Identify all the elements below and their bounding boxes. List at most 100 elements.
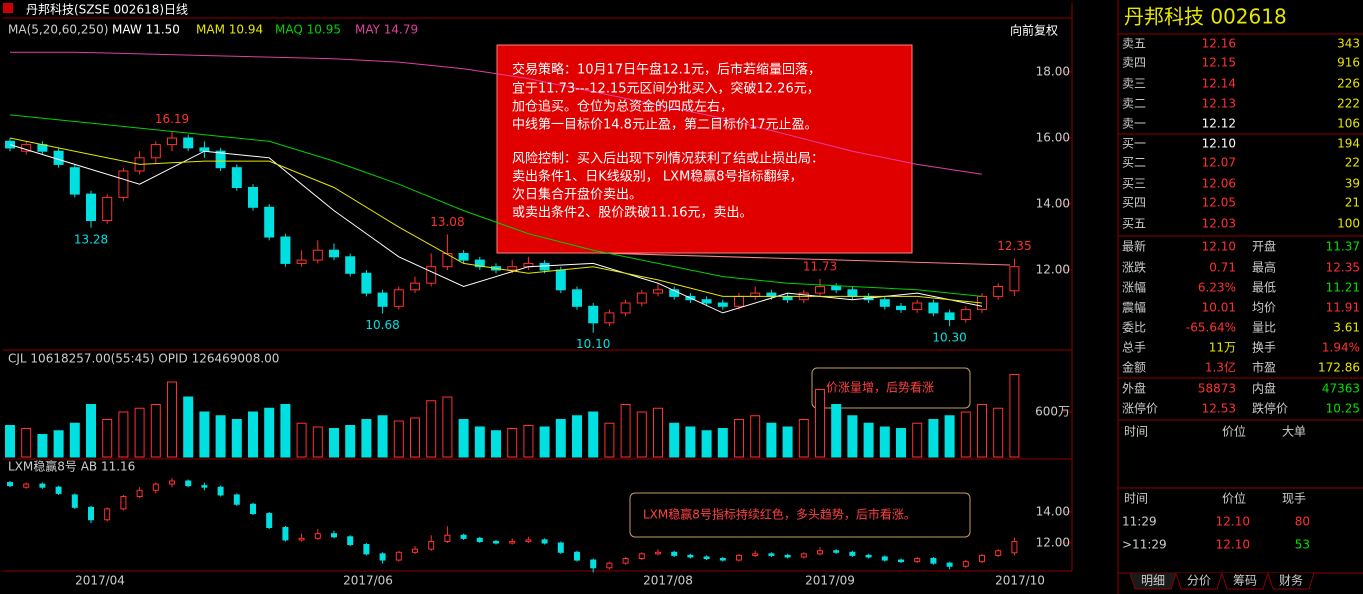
volume-header: CJL 10618257.00(55:45) OPID 126469008.00 [8, 352, 279, 366]
lxm-candle-body [217, 486, 224, 496]
stat-value: 11.37 [1326, 240, 1360, 254]
lxm-candle-body [1011, 540, 1018, 554]
price-tick-label: 12.00 [1036, 263, 1070, 277]
extreme-label: 10.68 [365, 318, 399, 332]
stat-value: 172.86 [1318, 361, 1360, 375]
volume-bar [944, 415, 955, 458]
strategy-box [496, 44, 1011, 266]
lxm-candle-body [7, 482, 13, 487]
candle-body [831, 286, 842, 291]
volume-bar [296, 422, 307, 458]
lxm-candle-body [460, 534, 467, 539]
volume-bar [831, 404, 842, 458]
volume-bar [345, 425, 356, 458]
lxm-candle-body [719, 558, 726, 561]
volume-bar [53, 430, 64, 458]
book-price: 12.13 [1202, 97, 1236, 111]
lxm-candle-body [314, 533, 321, 539]
ma-line [9, 137, 983, 304]
extreme-label: 16.19 [155, 112, 189, 126]
candle-body [312, 249, 323, 261]
candle-body [329, 249, 339, 258]
lxm-tick-label: 14.00 [1036, 505, 1070, 519]
volume-bar [410, 417, 420, 458]
volume-bar [474, 426, 485, 458]
stat-label: 跌停价 [1252, 401, 1288, 416]
extreme-label: 10.10 [576, 337, 610, 351]
lxm-candle-body [23, 483, 30, 488]
book-volume: 106 [1337, 117, 1360, 131]
volume-bar [280, 404, 291, 458]
book-side: 卖五 [1122, 37, 1146, 51]
lxm-candle-body [752, 553, 759, 556]
lxm-candle-body [363, 544, 370, 555]
candle-body [426, 266, 437, 284]
lxm-header: LXM稳赢8号 AB 11.16 [8, 459, 135, 474]
lxm-candle-body [152, 483, 159, 491]
volume-bar [183, 396, 194, 458]
tab-label[interactable]: 明细 [1141, 574, 1165, 588]
volume-bar [782, 426, 793, 458]
lxm-candle-body [428, 540, 435, 550]
lxm-note: LXM稳赢8号指标持续红色，多头趋势，后市看涨。 [643, 507, 916, 522]
stat-value: 11万 [1209, 341, 1236, 355]
candle-body [653, 289, 663, 294]
candle-body [912, 302, 923, 311]
candle-body [993, 286, 1004, 297]
volume-bar [620, 404, 631, 458]
price-tick-label: 16.00 [1036, 131, 1070, 145]
menu-icon[interactable] [3, 3, 13, 13]
tab-label[interactable]: 分价 [1187, 574, 1211, 588]
candle-body [896, 305, 906, 311]
extreme-label: 10.30 [932, 331, 966, 345]
stat-value: 1.94% [1322, 341, 1360, 355]
volume-bar [393, 420, 404, 458]
volume-bar [766, 422, 777, 458]
volume-bar [329, 428, 339, 458]
strategy-line: 加仓追买。仓位为总资金的四成左右， [512, 99, 733, 115]
lxm-candle-body [120, 496, 127, 510]
candle-body [815, 286, 825, 294]
tab-label[interactable]: 财务 [1279, 573, 1303, 588]
stat-label: 最低 [1252, 281, 1276, 295]
tab-label[interactable]: 筹码 [1233, 574, 1257, 588]
volume-bar [134, 407, 145, 458]
stat-value: 10.25 [1326, 402, 1360, 416]
stat-label: 总手 [1122, 341, 1146, 355]
stat-label: 涨跌 [1122, 260, 1146, 275]
price-tick-label: 14.00 [1036, 197, 1070, 211]
candle-body [86, 193, 96, 222]
strategy-line: 宜于11.73---12.15元区间分批买入，突破12.26元， [512, 81, 820, 97]
lxm-candle-body [379, 553, 386, 561]
candle-body [102, 196, 113, 221]
book-volume: 100 [1337, 217, 1360, 231]
strategy-line: 或卖出条件2、股价跌破11.16元，卖出。 [512, 205, 753, 221]
adjust-button[interactable]: 向前复权 [1010, 23, 1058, 38]
volume-bar [798, 419, 809, 458]
stat-label: 涨幅 [1122, 280, 1146, 295]
volume-bar [604, 422, 615, 458]
lxm-candle-body [525, 539, 532, 542]
tick-price: 12.10 [1216, 515, 1250, 529]
ma-line [9, 114, 983, 297]
lxm-candle-body [590, 559, 597, 569]
volume-bar [426, 400, 437, 458]
volume-bar [86, 404, 96, 458]
candle-body [604, 312, 615, 324]
volume-bar [928, 419, 939, 458]
candle-body [539, 262, 550, 271]
stat-label: 内盘 [1252, 381, 1276, 396]
book-volume: 226 [1337, 77, 1360, 91]
date-label: 2017/06 [343, 574, 393, 588]
volume-bar [199, 411, 210, 458]
lxm-candle-body [768, 553, 775, 556]
lxm-candle-body [638, 553, 645, 559]
candle-body [879, 299, 890, 307]
lxm-candle-body [444, 534, 451, 542]
volume-bar [555, 419, 566, 458]
volume-bar [734, 419, 744, 458]
volume-bar [588, 411, 599, 458]
tab [1221, 572, 1269, 590]
candle-body [280, 236, 291, 264]
candle-body [555, 269, 566, 291]
